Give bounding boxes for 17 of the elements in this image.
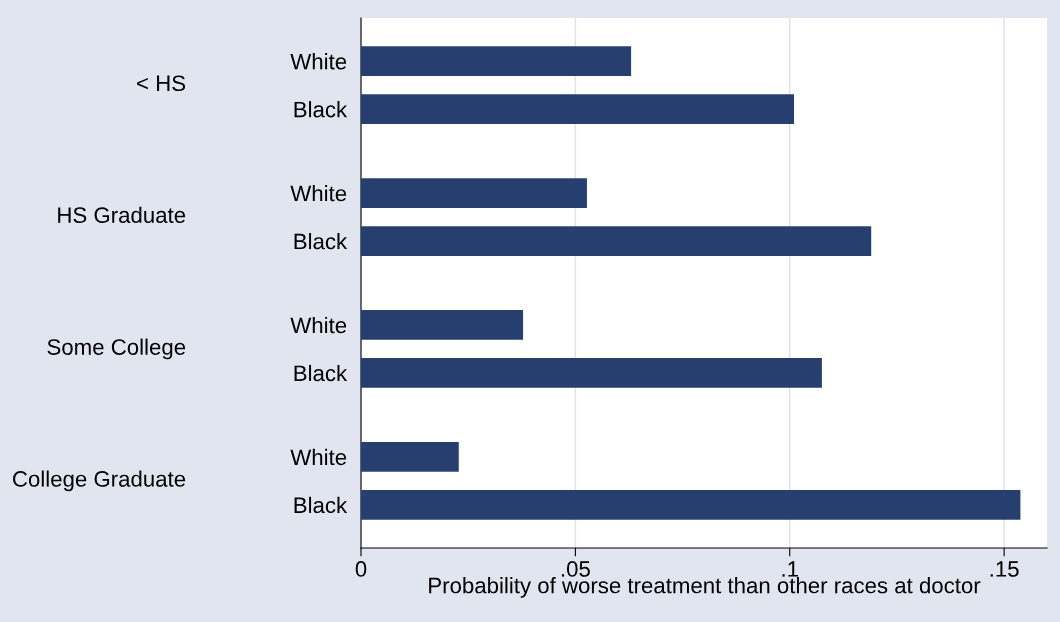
text: HS Graduate — [58, 206, 186, 224]
y-tick-label: White — [290, 448, 347, 466]
x-tick-label: .15 — [990, 561, 1019, 577]
y-tick-label: Black — [294, 364, 348, 382]
x-tick-label: .1 — [782, 561, 798, 577]
y-tick-label: White — [290, 53, 347, 70]
y-tick-label: White — [290, 185, 347, 202]
y-tick-label: Black — [294, 496, 348, 514]
text: < HS — [137, 75, 186, 92]
y-tick-label: Black — [294, 232, 348, 250]
text: College Graduate — [13, 470, 186, 492]
text: Some College — [47, 338, 186, 360]
y-tick-label: Black — [294, 101, 348, 118]
x-tick-label: .05 — [561, 561, 590, 577]
x-axis-title: Probability of worse treatment than other races at doctor — [429, 577, 981, 598]
y-tick-label: White — [290, 316, 347, 334]
x-tick-label: 0 — [355, 561, 367, 577]
